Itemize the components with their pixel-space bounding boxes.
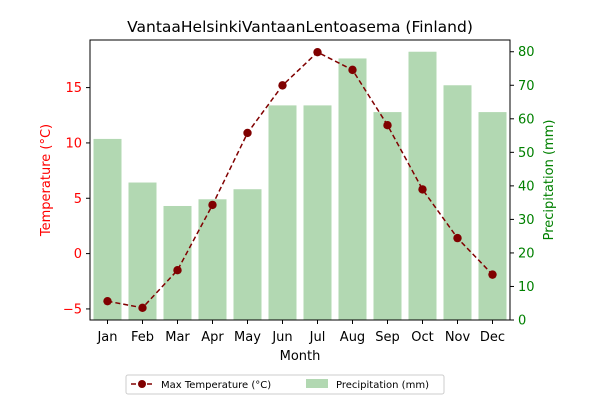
x-axis-label: Month — [280, 349, 321, 364]
legend: Max Temperature (°C) Precipitation (mm) — [125, 374, 445, 395]
temperature-point-dec — [488, 270, 497, 279]
left-axis-ticks: −5 0 5 10 15 — [63, 81, 90, 317]
precipitation-bar-may — [233, 189, 262, 320]
left-tick-label: −5 — [63, 302, 82, 317]
right-tick-label: 40 — [518, 179, 535, 194]
temperature-point-nov — [453, 233, 462, 243]
temperature-point-sep — [383, 121, 392, 130]
right-tick-label: 70 — [518, 79, 535, 94]
precipitation-bar-dec — [478, 112, 507, 320]
precipitation-bar-jun — [268, 105, 297, 320]
temperature-line — [103, 47, 497, 313]
right-tick-label: 80 — [518, 45, 535, 60]
right-axis-label: Precipitation (mm) — [542, 120, 557, 241]
precipitation-bar-apr — [198, 199, 227, 320]
precipitation-bar-sep — [373, 112, 402, 320]
plot-frame — [89, 39, 511, 321]
x-tick-label: Jun — [271, 330, 292, 345]
temperature-point-oct — [418, 185, 427, 194]
right-axis-ticks: 0 10 20 30 40 50 60 70 80 — [510, 45, 535, 329]
precipitation-bar-jul — [303, 105, 332, 320]
x-tick-label: Nov — [445, 330, 471, 345]
right-tick-label: 50 — [518, 146, 535, 161]
temperature-point-mar — [173, 265, 182, 275]
temperature-line-path — [107, 51, 494, 309]
precipitation-bar-feb — [128, 182, 157, 320]
temperature-point-apr — [208, 200, 217, 210]
x-tick-label: Jul — [309, 330, 326, 345]
right-tick-label: 10 — [518, 280, 535, 295]
temperature-point-feb — [138, 303, 147, 313]
left-tick-label: 15 — [65, 81, 82, 96]
x-tick-label: May — [234, 330, 261, 345]
x-tick-label: Jan — [96, 330, 117, 345]
left-tick-label: 10 — [65, 136, 82, 151]
right-tick-label: 30 — [518, 213, 535, 228]
x-axis-ticks: Jan Feb Mar Apr May Jun Jul Aug Sep Oct Nov Dec — [96, 320, 505, 345]
temperature-point-aug — [348, 65, 357, 75]
x-tick-label: Feb — [131, 330, 154, 345]
precipitation-bar-mar — [163, 205, 192, 320]
x-tick-label: Apr — [201, 330, 224, 345]
x-tick-label: Oct — [411, 330, 433, 345]
legend-marker-swatch — [138, 380, 146, 388]
x-tick-label: Mar — [165, 330, 190, 345]
precipitation-bar-nov — [443, 85, 472, 320]
legend-label-temperature: Max Temperature (°C) — [161, 380, 271, 391]
precipitation-bars — [93, 51, 507, 321]
temperature-point-jul — [313, 47, 322, 57]
legend-box — [125, 374, 445, 395]
legend-bar-swatch — [306, 379, 328, 388]
legend-label-precipitation: Precipitation (mm) — [336, 380, 429, 391]
temperature-point-jun — [278, 81, 287, 90]
left-axis-label: Temperature (°C) — [39, 124, 54, 237]
left-tick-label: 5 — [74, 192, 82, 207]
chart-title: VantaaHelsinkiVantaanLentoasema (Finland… — [127, 18, 473, 36]
right-tick-label: 20 — [518, 246, 535, 261]
precipitation-bar-aug — [338, 58, 367, 320]
x-tick-label: Sep — [375, 330, 400, 345]
x-tick-label: Dec — [480, 330, 505, 345]
left-tick-label: 0 — [74, 247, 82, 262]
temperature-point-jan — [103, 296, 112, 306]
right-tick-label: 0 — [518, 314, 526, 329]
temperature-point-may — [243, 128, 252, 138]
precipitation-bar-jan — [93, 138, 122, 320]
right-tick-label: 60 — [518, 112, 535, 127]
x-tick-label: Aug — [340, 330, 365, 345]
